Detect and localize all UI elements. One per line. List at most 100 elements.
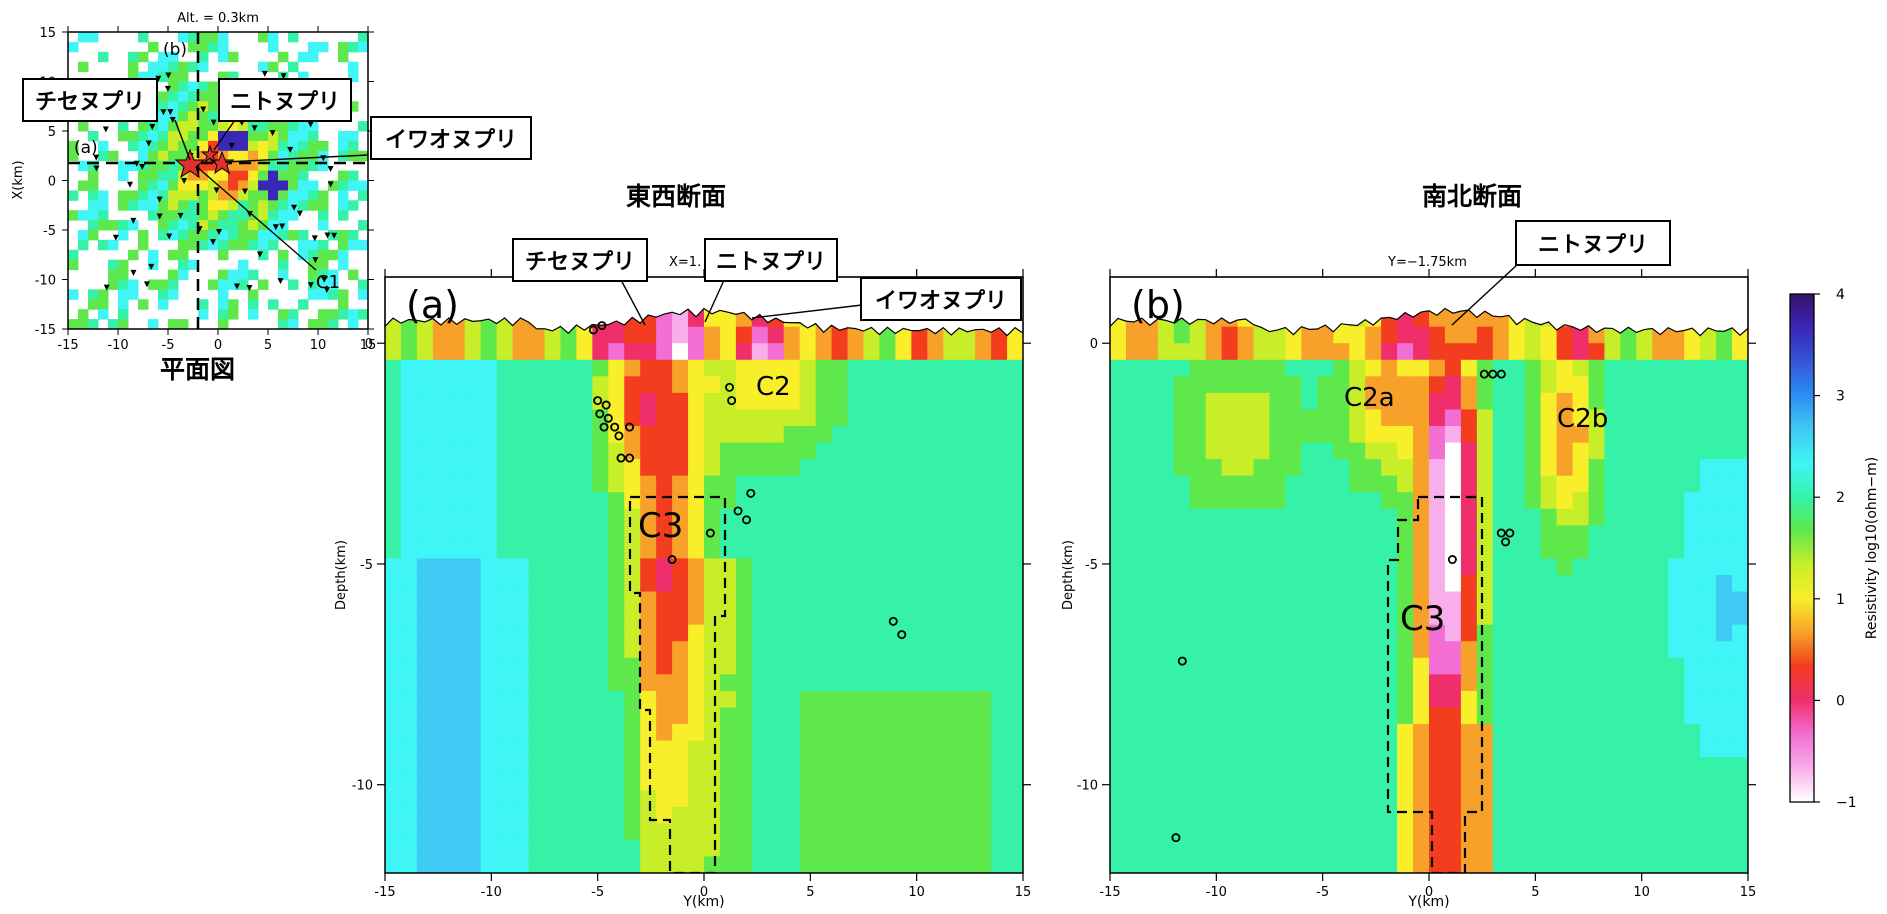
heatmap-cell	[991, 790, 1008, 808]
heatmap-cell	[576, 359, 593, 377]
heatmap-cell	[704, 442, 721, 460]
heatmap-cell	[831, 773, 849, 791]
heatmap-cell	[719, 475, 737, 493]
heatmap-cell	[1732, 724, 1748, 742]
plan-cell	[188, 121, 199, 132]
heatmap-cell	[704, 492, 721, 510]
heatmap-cell	[767, 409, 785, 427]
heatmap-cell	[1317, 426, 1334, 444]
x-tick-label: 5	[806, 885, 814, 900]
heatmap-cell	[496, 459, 514, 477]
heatmap-cell	[640, 757, 657, 775]
heatmap-cell	[751, 508, 769, 526]
heatmap-cell	[1732, 591, 1748, 609]
heatmap-cell	[1141, 823, 1159, 841]
station-marker	[312, 257, 319, 264]
heatmap-cell	[1301, 707, 1318, 725]
plan-cell	[238, 160, 249, 172]
plan-cell	[358, 190, 368, 201]
plan-title: 平面図	[160, 355, 235, 384]
heatmap-cell	[1349, 856, 1366, 873]
heatmap-cell	[400, 823, 418, 841]
station-marker	[331, 232, 338, 239]
heatmap-cell	[1588, 392, 1606, 411]
heatmap-cell	[863, 740, 881, 758]
plan-cell	[168, 91, 179, 102]
plan-cell	[238, 220, 249, 231]
heatmap-cell	[1668, 426, 1685, 444]
hypocenter-marker	[593, 396, 603, 406]
plan-cell	[318, 319, 329, 329]
heatmap-cell	[1524, 806, 1542, 824]
heatmap-cell	[751, 839, 769, 858]
heatmap-cell	[1253, 757, 1271, 775]
heatmap-cell	[815, 442, 833, 460]
heatmap-cell	[1413, 359, 1430, 377]
heatmap-cell	[416, 773, 434, 791]
heatmap-cell	[608, 492, 625, 510]
heatmap-cell	[1604, 475, 1621, 493]
heatmap-cell	[1620, 624, 1637, 642]
plan-cell	[338, 51, 349, 63]
heatmap-cell	[1492, 442, 1510, 460]
heatmap-cell	[1716, 624, 1733, 642]
heatmap-cell	[1381, 541, 1398, 560]
heatmap-cell	[1684, 624, 1701, 642]
heatmap-cell	[1524, 641, 1542, 659]
plan-cell	[228, 131, 239, 142]
heatmap-cell	[1157, 856, 1175, 873]
heatmap-cell	[640, 541, 657, 560]
heatmap-cell	[959, 806, 976, 824]
heatmap-cell	[1588, 409, 1606, 427]
heatmap-cell	[1221, 376, 1239, 394]
station-marker	[324, 232, 331, 239]
heatmap-cell	[1668, 690, 1685, 709]
plan-cell	[308, 140, 319, 152]
heatmap-cell	[1540, 459, 1558, 477]
heatmap-cell	[799, 525, 817, 543]
heatmap-cell	[1253, 724, 1271, 742]
heatmap-cell	[400, 608, 418, 626]
heatmap-cell	[1492, 707, 1510, 725]
heatmap-cell	[1508, 641, 1526, 659]
heatmap-cell	[719, 724, 737, 742]
plan-cell	[148, 319, 159, 329]
heatmap-cell	[1397, 409, 1414, 427]
heatmap-cell	[1460, 492, 1478, 510]
heatmap-cell	[624, 475, 641, 493]
heatmap-cell	[656, 608, 673, 626]
heatmap-cell	[592, 641, 609, 659]
heatmap-cell	[783, 657, 801, 675]
heatmap-cell	[432, 376, 450, 394]
heatmap-cell	[672, 707, 689, 725]
heatmap-cell	[688, 806, 705, 824]
plan-y-tick: 15	[39, 26, 56, 41]
heatmap-cell	[672, 343, 689, 361]
heatmap-cell	[1524, 558, 1542, 576]
heatmap-cell	[704, 608, 721, 626]
heatmap-cell	[1429, 674, 1446, 692]
heatmap-cell	[1524, 426, 1542, 444]
heatmap-cell	[927, 757, 944, 775]
plan-cell	[108, 150, 119, 162]
heatmap-cell	[385, 392, 402, 411]
heatmap-cell	[1460, 773, 1478, 791]
plan-cell	[218, 170, 229, 181]
heatmap-cell	[560, 376, 577, 394]
heatmap-cell	[624, 674, 641, 692]
heatmap-cell	[544, 409, 562, 427]
heatmap-cell	[1125, 641, 1143, 659]
heatmap-cell	[1444, 806, 1462, 824]
heatmap-cell	[831, 442, 849, 460]
heatmap-cell	[831, 591, 849, 609]
heatmap-cell	[464, 575, 482, 593]
heatmap-cell	[815, 839, 833, 858]
heatmap-cell	[1572, 475, 1590, 493]
heatmap-cell	[1301, 839, 1318, 858]
heatmap-cell	[815, 657, 833, 675]
plan-cell	[258, 121, 269, 132]
heatmap-cell	[1237, 674, 1255, 692]
heatmap-cell	[1429, 459, 1446, 477]
heatmap-cell	[1381, 508, 1398, 526]
plan-cell	[138, 71, 149, 82]
